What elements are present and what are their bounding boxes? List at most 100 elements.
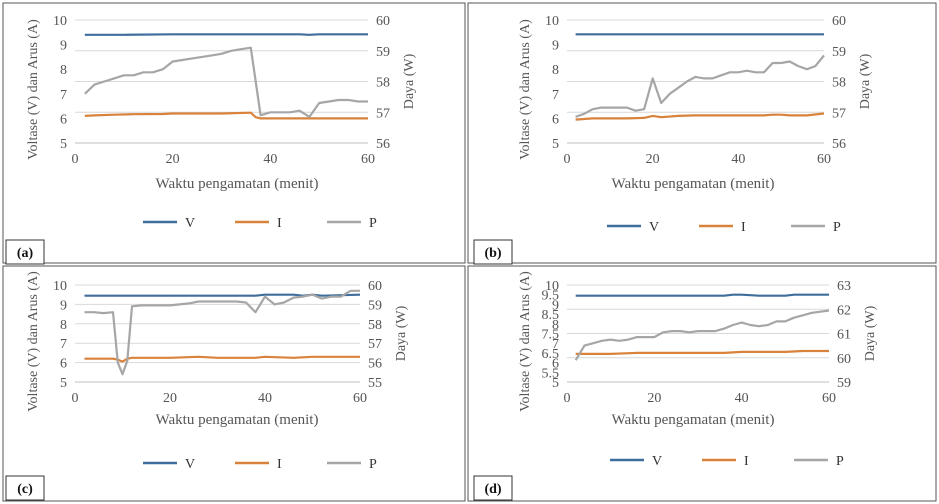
panel-frame — [467, 265, 937, 502]
legend-label-V: V — [185, 216, 195, 231]
series-line-I — [84, 111, 368, 120]
y-tick-label: 7.5 — [542, 328, 560, 343]
panel-frame — [2, 265, 466, 502]
y2-axis-title: Daya (W) — [863, 305, 878, 361]
series-line-I — [84, 355, 360, 363]
x-tick-label: 0 — [72, 152, 79, 167]
x-tick-label: 60 — [822, 391, 836, 406]
y-tick-label: 8 — [60, 63, 67, 78]
y-tick-label: 5 — [552, 376, 559, 391]
y2-tick-label: 58 — [368, 318, 382, 333]
y-tick-label: 10 — [545, 14, 559, 29]
y-axis-title: Voltase (V) dan Arus (A) — [26, 19, 41, 160]
series-line-P — [575, 54, 825, 118]
panel-tag-label: (b) — [484, 246, 501, 261]
y-tick-label: 6 — [60, 357, 67, 372]
x-tick-label: 40 — [731, 152, 745, 167]
y2-tick-label: 59 — [368, 298, 382, 313]
y-tick-label: 7 — [60, 88, 67, 103]
y-tick-label: 5 — [60, 137, 67, 152]
series-line-V — [575, 293, 829, 297]
y2-tick-label: 57 — [376, 106, 390, 121]
y-tick-label: 6 — [552, 112, 559, 127]
y-tick-label: 10 — [53, 14, 67, 29]
series-line-V — [84, 33, 368, 36]
x-tick-label: 20 — [163, 391, 177, 406]
y-tick-label: 9 — [552, 39, 559, 54]
series-line-V — [84, 293, 361, 297]
y2-tick-label: 59 — [376, 45, 390, 60]
x-tick-label: 0 — [72, 391, 79, 406]
y2-tick-label: 60 — [832, 14, 846, 29]
x-tick-label: 60 — [361, 152, 375, 167]
y2-tick-label: 60 — [837, 352, 851, 367]
y2-tick-label: 56 — [376, 137, 390, 152]
panel-frame — [467, 2, 937, 264]
y-axis-title: Voltase (V) dan Arus (A) — [518, 19, 533, 160]
legend-label-V: V — [652, 454, 662, 469]
x-tick-label: 60 — [353, 391, 367, 406]
y-axis-title: Voltase (V) dan Arus (A) — [26, 271, 41, 412]
series-line-P — [574, 309, 830, 361]
x-tick-label: 60 — [817, 152, 831, 167]
x-tick-label: 20 — [647, 391, 661, 406]
y-tick-label: 9.5 — [542, 289, 560, 304]
legend-label-P: P — [833, 220, 841, 235]
legend-label-I: I — [744, 454, 749, 469]
y2-tick-label: 57 — [368, 337, 382, 352]
legend-label-V: V — [185, 457, 195, 472]
y-tick-label: 5.5 — [542, 366, 560, 381]
y-tick-label: 7 — [552, 88, 559, 103]
x-tick-label: 20 — [646, 152, 660, 167]
y2-tick-label: 62 — [837, 303, 851, 318]
y2-tick-label: 60 — [376, 14, 390, 29]
legend-label-I: I — [741, 220, 746, 235]
y-tick-label: 7 — [60, 337, 67, 352]
y2-tick-label: 56 — [832, 137, 846, 152]
legend-label-V: V — [649, 220, 659, 235]
y2-tick-label: 59 — [832, 45, 846, 60]
y-tick-label: 8 — [552, 63, 559, 78]
y2-axis-title: Daya (W) — [858, 53, 873, 109]
y-tick-label: 6.5 — [542, 347, 560, 362]
panel-tag-label: (c) — [17, 482, 33, 497]
y2-tick-label: 55 — [368, 376, 382, 391]
x-axis-title: Waktu pengamatan (menit) — [156, 176, 319, 192]
x-tick-label: 0 — [564, 152, 571, 167]
legend-label-P: P — [369, 457, 377, 472]
y-tick-label: 10 — [545, 279, 559, 294]
y2-tick-label: 61 — [837, 328, 851, 343]
y-axis-title: Voltase (V) dan Arus (A) — [518, 271, 533, 412]
y-tick-label: 9 — [552, 298, 559, 313]
x-axis-title: Waktu pengamatan (menit) — [612, 412, 775, 428]
legend-label-I: I — [277, 457, 282, 472]
legend-label-P: P — [836, 454, 844, 469]
y2-axis-title: Daya (W) — [402, 53, 417, 109]
series-line-I — [575, 112, 825, 121]
x-tick-label: 40 — [263, 152, 277, 167]
y2-tick-label: 58 — [832, 76, 846, 91]
x-tick-label: 20 — [166, 152, 180, 167]
x-tick-label: 0 — [564, 391, 571, 406]
series-line-P — [84, 46, 368, 119]
y2-axis-title: Daya (W) — [394, 305, 409, 361]
legend-label-I: I — [277, 216, 282, 231]
y-tick-label: 7 — [552, 337, 559, 352]
y2-tick-label: 58 — [376, 76, 390, 91]
panel-tag-box — [473, 239, 513, 265]
y-tick-label: 5 — [60, 376, 67, 391]
y2-tick-label: 56 — [368, 357, 382, 372]
y-tick-label: 10 — [53, 279, 67, 294]
panel-tag-box — [473, 475, 513, 501]
series-line-P — [84, 289, 360, 376]
x-axis-title: Waktu pengamatan (menit) — [156, 412, 319, 428]
